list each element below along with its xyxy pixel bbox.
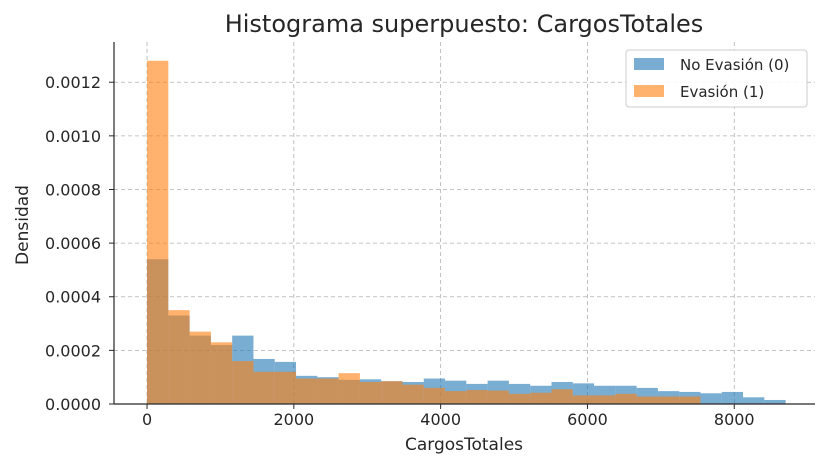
histogram-bar-series-1 [317,378,339,404]
legend-label-evasion: Evasión (1) [680,83,764,101]
histogram-bar-series-0 [700,393,722,404]
y-tick-label: 0.0010 [45,127,101,146]
histogram-bar-series-1 [359,382,382,404]
histogram-bar-series-1 [147,60,169,404]
histogram-bar-series-1 [296,378,318,404]
histogram-bar-series-1 [168,310,190,404]
histogram-bar-series-1 [657,396,680,404]
y-tick-label: 0.0008 [45,180,101,199]
legend-swatch-no-evasion [634,58,664,70]
histogram-bar-series-1 [381,381,403,404]
x-tick-label: 6000 [567,410,608,429]
histogram-bar-series-1 [572,395,595,404]
y-tick-label: 0.0006 [45,234,101,253]
legend: No Evasión (0) Evasión (1) [625,49,808,108]
histogram-bar-series-1 [679,396,701,404]
histogram-bar-series-1 [508,393,531,404]
histogram-bar-series-1 [423,387,446,404]
histogram-bar-series-1 [253,371,275,404]
histogram-bar-series-1 [232,361,254,404]
histogram-bar-series-1 [594,395,616,404]
histogram-bar-series-0 [743,397,765,404]
legend-label-no-evasion: No Evasión (0) [680,56,789,74]
y-tick-label: 0.0012 [45,73,101,92]
bars [147,60,786,404]
histogram-bar-series-1 [338,373,360,404]
histogram-bar-series-1 [530,392,552,404]
chart-title: Histograma superpuesto: CargosTotales [225,10,704,38]
x-axis-label: CargosTotales [405,435,523,455]
histogram-bar-series-1 [210,342,233,404]
histogram-bar-series-1 [274,371,297,404]
axes [113,42,815,405]
y-tick-label: 0.0000 [45,395,101,414]
histogram-bar-series-1 [615,393,637,404]
histogram-bar-series-0 [764,399,786,404]
y-tick-label: 0.0002 [45,341,101,360]
y-axis-label: Densidad [13,185,33,265]
x-tick-label: 8000 [714,410,755,429]
y-tick-label: 0.0004 [45,288,101,307]
x-tick-label: 4000 [420,410,461,429]
x-tick-label: 0 [142,410,152,429]
histogram-bar-series-1 [636,396,658,404]
histogram-bar-series-1 [487,390,509,404]
histogram-bar-series-1 [466,390,488,404]
histogram-bar-series-1 [402,384,424,404]
histogram-bar-series-0 [721,391,744,404]
x-tick-label: 2000 [273,410,314,429]
legend-frame [625,49,808,108]
histogram-bar-series-1 [189,331,211,404]
histogram-bar-series-1 [445,391,467,404]
ticks: 0 2000 4000 6000 8000 0.0000 0.0002 0.0004 0.000… [45,73,755,429]
histogram-bar-series-1 [551,389,573,404]
legend-swatch-evasion [634,85,664,97]
